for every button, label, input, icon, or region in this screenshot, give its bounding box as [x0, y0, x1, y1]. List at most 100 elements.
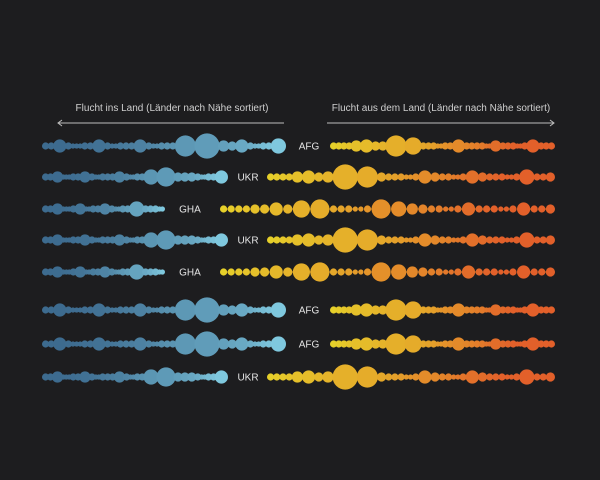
- out-bubble: [350, 304, 362, 316]
- country-label: AFG: [299, 142, 320, 153]
- out-bubble: [521, 142, 529, 150]
- in-bubble: [252, 307, 258, 313]
- in-bubble: [53, 139, 67, 153]
- in-bubble: [194, 173, 202, 181]
- out-bubble: [463, 142, 471, 150]
- out-bubble: [335, 306, 343, 314]
- out-bubble: [220, 268, 228, 276]
- in-bubble: [79, 171, 91, 183]
- out-bubble: [441, 142, 449, 150]
- in-bubble: [88, 373, 96, 381]
- country-label: AFG: [299, 340, 320, 351]
- out-bubble: [385, 173, 393, 181]
- out-bubble: [352, 206, 358, 212]
- in-bubble: [92, 337, 106, 351]
- out-bubble: [385, 299, 407, 321]
- out-bubble: [345, 205, 353, 213]
- out-bubble: [461, 202, 476, 216]
- out-bubble: [451, 337, 466, 351]
- out-bubble: [547, 142, 556, 150]
- in-bubble: [214, 170, 228, 184]
- row-afg: AFG: [42, 331, 556, 357]
- out-bubble: [509, 306, 517, 314]
- out-bubble: [504, 174, 510, 180]
- out-bubble: [407, 237, 414, 243]
- out-bubble: [455, 237, 461, 243]
- out-bubble: [443, 269, 449, 275]
- in-bubble: [227, 305, 237, 315]
- in-bubble: [194, 236, 202, 244]
- out-bubble: [441, 306, 449, 314]
- out-bubble: [430, 172, 440, 182]
- in-bubble: [145, 142, 153, 150]
- out-bubble: [473, 340, 481, 348]
- out-bubble: [483, 205, 491, 213]
- in-bubble: [156, 167, 176, 187]
- out-bubble: [279, 173, 287, 181]
- out-bubble: [260, 267, 270, 277]
- out-bubble: [475, 268, 483, 276]
- in-bubble: [158, 142, 166, 150]
- out-bubble: [533, 373, 541, 381]
- in-bubble: [180, 235, 190, 245]
- out-bubble: [446, 306, 454, 314]
- in-bubble: [174, 299, 196, 321]
- out-bubble: [279, 373, 287, 381]
- in-bubble: [163, 306, 171, 314]
- out-bubble: [350, 140, 362, 152]
- out-bubble: [451, 237, 457, 243]
- out-bubble: [403, 174, 409, 180]
- in-bubble: [259, 340, 267, 348]
- out-bubble: [397, 173, 405, 181]
- out-bubble: [285, 373, 293, 381]
- in-bubble: [187, 172, 197, 182]
- in-bubble: [122, 306, 130, 314]
- out-bubble: [430, 235, 440, 245]
- in-bubble: [64, 340, 72, 348]
- out-bubble: [330, 306, 338, 314]
- out-bubble: [337, 205, 345, 213]
- out-bubble: [521, 306, 529, 314]
- in-bubble: [74, 341, 80, 347]
- in-bubble: [70, 341, 76, 347]
- out-bubble: [444, 173, 453, 181]
- out-bubble: [468, 306, 476, 314]
- out-bubble: [260, 204, 270, 214]
- out-bubble: [477, 372, 488, 382]
- in-bubble: [104, 306, 112, 314]
- out-bubble: [358, 206, 364, 212]
- out-bubble: [391, 201, 407, 217]
- in-bubble: [109, 341, 115, 347]
- in-bubble: [159, 269, 165, 275]
- out-bubble: [430, 340, 438, 348]
- out-bubble: [227, 268, 235, 276]
- out-bubble: [340, 142, 348, 150]
- in-bubble: [218, 304, 230, 316]
- in-bubble: [122, 236, 131, 244]
- out-bubble: [235, 268, 243, 276]
- out-bubble: [403, 237, 409, 243]
- out-bubble: [539, 373, 547, 381]
- out-bubble: [463, 340, 471, 348]
- in-bubble: [218, 338, 230, 350]
- in-bubble: [79, 371, 91, 383]
- out-bubble: [391, 373, 399, 381]
- left-header: Flucht ins Land (Länder nach Nähe sortie…: [76, 103, 269, 114]
- out-bubble: [269, 265, 283, 279]
- out-bubble: [322, 234, 334, 246]
- out-bubble: [508, 237, 514, 243]
- out-bubble: [310, 199, 330, 219]
- out-bubble: [537, 340, 545, 348]
- in-bubble: [246, 340, 254, 348]
- in-bubble: [133, 139, 147, 153]
- out-bubble: [519, 169, 535, 185]
- in-bubble: [79, 234, 91, 246]
- out-bubble: [356, 166, 378, 188]
- in-bubble: [129, 264, 145, 280]
- in-bubble: [92, 139, 106, 153]
- out-bubble: [508, 374, 514, 380]
- out-bubble: [322, 171, 334, 183]
- out-bubble: [378, 305, 388, 315]
- row-afg: AFG: [42, 297, 556, 323]
- out-bubble: [418, 370, 432, 384]
